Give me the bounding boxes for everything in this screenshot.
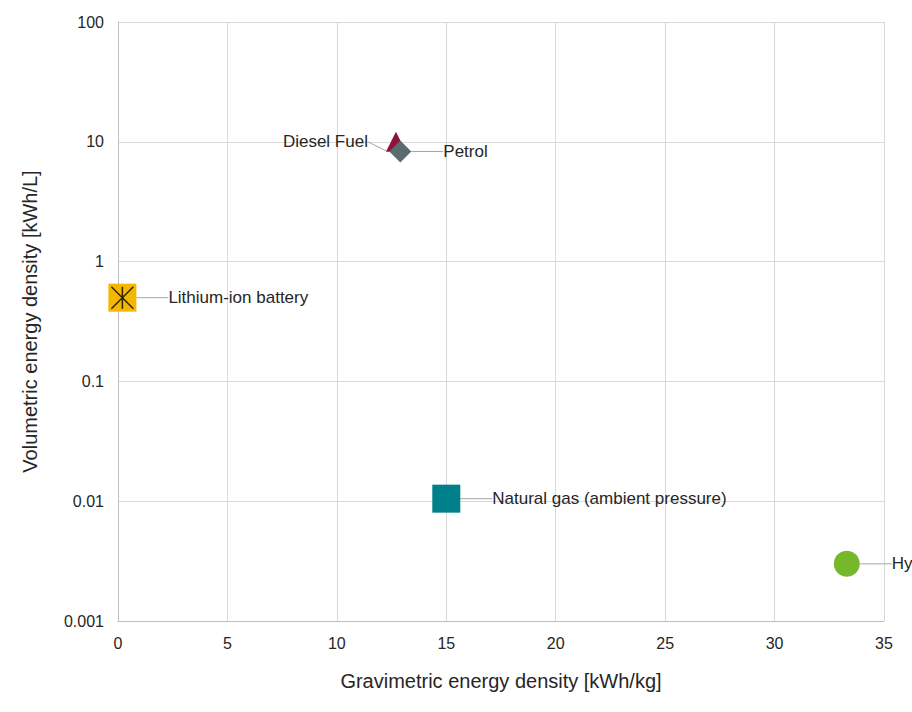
- svg-text:100: 100: [77, 14, 104, 31]
- svg-text:0.001: 0.001: [64, 613, 104, 630]
- svg-text:25: 25: [656, 635, 674, 652]
- svg-text:5: 5: [223, 635, 232, 652]
- svg-text:10: 10: [328, 635, 346, 652]
- svg-text:0: 0: [114, 635, 123, 652]
- svg-text:0.01: 0.01: [73, 493, 104, 510]
- svg-text:Gravimetric energy density [kW: Gravimetric energy density [kWh/kg]: [340, 670, 661, 692]
- svg-text:10: 10: [86, 133, 104, 150]
- svg-text:Diesel Fuel: Diesel Fuel: [283, 132, 368, 151]
- svg-text:Lithium-ion battery: Lithium-ion battery: [168, 288, 308, 307]
- svg-text:20: 20: [547, 635, 565, 652]
- svg-text:0.1: 0.1: [82, 373, 104, 390]
- svg-text:35: 35: [875, 635, 893, 652]
- svg-text:Petrol: Petrol: [443, 142, 487, 161]
- svg-text:1: 1: [95, 253, 104, 270]
- svg-text:Natural gas (ambient pressure): Natural gas (ambient pressure): [492, 489, 726, 508]
- svg-text:Volumetric energy density [kWh: Volumetric energy density [kWh/L]: [19, 170, 41, 472]
- svg-text:15: 15: [437, 635, 455, 652]
- svg-text:Hydrogen (ambient pressure): Hydrogen (ambient pressure): [892, 554, 912, 573]
- svg-text:30: 30: [766, 635, 784, 652]
